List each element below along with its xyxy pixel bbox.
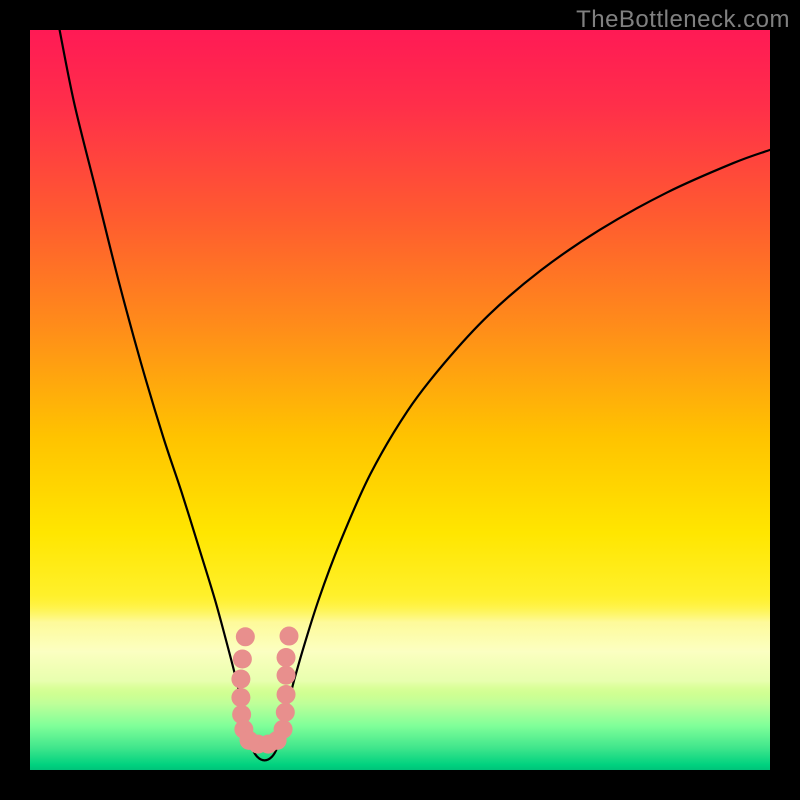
marker-dot (277, 685, 296, 704)
light-band-overlay (30, 592, 770, 696)
marker-dot (231, 669, 250, 688)
bottleneck-chart: TheBottleneck.com (0, 0, 800, 800)
marker-dot (280, 627, 299, 646)
plot-area (30, 30, 770, 770)
marker-dot (236, 627, 255, 646)
watermark-text: TheBottleneck.com (576, 6, 790, 34)
chart-svg (30, 30, 770, 770)
marker-dot (277, 648, 296, 667)
marker-dot (277, 666, 296, 685)
marker-dot (233, 650, 252, 669)
marker-dot (274, 720, 293, 739)
marker-dot (276, 703, 295, 722)
marker-dot (231, 688, 250, 707)
